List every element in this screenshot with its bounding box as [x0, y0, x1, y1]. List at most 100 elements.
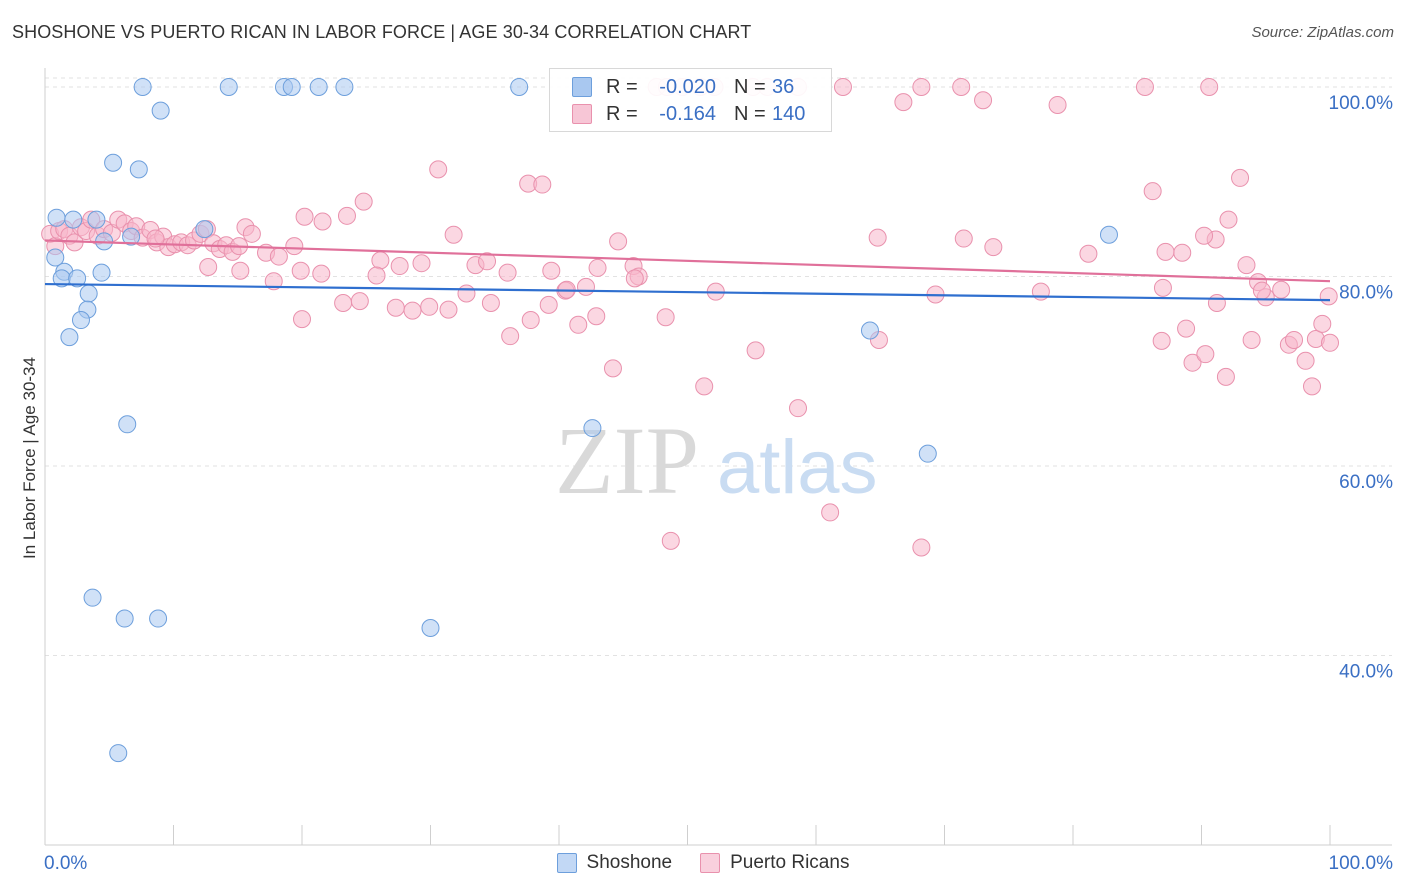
- series-shoshone: [46, 77, 1118, 763]
- point-puerto-rican: [569, 315, 588, 334]
- point-puerto-rican: [285, 237, 304, 256]
- point-puerto-rican: [868, 228, 887, 247]
- point-puerto-rican: [1048, 95, 1067, 114]
- point-puerto-rican: [371, 251, 390, 270]
- point-puerto-rican: [231, 261, 250, 280]
- point-shoshone: [860, 321, 879, 340]
- n-label: N =: [734, 75, 766, 98]
- point-puerto-rican: [974, 91, 993, 110]
- point-puerto-rican: [354, 192, 373, 211]
- n-value: 36: [772, 75, 795, 98]
- point-puerto-rican: [521, 311, 540, 330]
- trend-lines: [44, 239, 1331, 302]
- point-shoshone: [510, 77, 529, 96]
- point-shoshone: [129, 160, 148, 179]
- point-puerto-rican: [269, 247, 288, 266]
- point-puerto-rican: [1152, 331, 1171, 350]
- point-puerto-rican: [539, 295, 558, 314]
- point-shoshone: [92, 263, 111, 282]
- source-credit: Source: ZipAtlas.com: [1251, 24, 1394, 41]
- point-shoshone: [118, 415, 137, 434]
- n-value: 140: [772, 102, 806, 125]
- point-puerto-rican: [1319, 287, 1338, 306]
- point-puerto-rican: [1207, 293, 1226, 312]
- point-shoshone: [87, 210, 106, 229]
- point-puerto-rican: [386, 298, 405, 317]
- trend-line-shoshone: [44, 282, 1331, 302]
- point-shoshone: [195, 220, 214, 239]
- point-shoshone: [421, 619, 440, 638]
- point-puerto-rican: [481, 293, 500, 312]
- point-shoshone: [68, 269, 87, 288]
- point-puerto-rican: [1216, 367, 1235, 386]
- point-puerto-rican: [1272, 280, 1291, 299]
- point-puerto-rican: [390, 257, 409, 276]
- point-shoshone: [1099, 225, 1118, 244]
- point-puerto-rican: [952, 77, 971, 96]
- y-tick-label: 40.0%: [1339, 661, 1393, 682]
- point-puerto-rican: [242, 224, 261, 243]
- y-tick-label: 60.0%: [1339, 472, 1393, 493]
- point-puerto-rican: [587, 307, 606, 326]
- point-puerto-rican: [984, 238, 1003, 257]
- point-puerto-rican: [1231, 168, 1250, 187]
- point-puerto-rican: [313, 212, 332, 231]
- point-puerto-rican: [367, 266, 386, 285]
- y-tick-label: 100.0%: [1329, 93, 1394, 114]
- point-shoshone: [151, 101, 170, 120]
- point-puerto-rican: [1303, 377, 1322, 396]
- point-shoshone: [79, 284, 98, 303]
- point-puerto-rican: [661, 531, 680, 550]
- point-puerto-rican: [821, 503, 840, 522]
- point-puerto-rican: [789, 399, 808, 418]
- point-puerto-rican: [1321, 333, 1339, 352]
- point-shoshone: [47, 208, 66, 227]
- point-puerto-rican: [312, 264, 331, 283]
- point-shoshone: [219, 77, 238, 96]
- point-shoshone: [583, 419, 602, 438]
- point-puerto-rican: [1195, 226, 1214, 245]
- point-puerto-rican: [350, 292, 369, 311]
- x-tick-label-max: 100.0%: [1329, 853, 1394, 874]
- point-puerto-rican: [695, 377, 714, 396]
- point-shoshone: [60, 328, 79, 347]
- watermark-atlas: atlas: [717, 425, 878, 510]
- point-shoshone: [149, 609, 168, 628]
- legend-label-puerto-ricans: Puerto Ricans: [730, 852, 850, 873]
- point-puerto-rican: [1219, 210, 1238, 229]
- point-puerto-rican: [1285, 330, 1304, 349]
- legend-label-shoshone: Shoshone: [586, 852, 673, 873]
- r-label: R =: [606, 102, 638, 125]
- point-puerto-rican: [1153, 278, 1172, 297]
- point-puerto-rican: [625, 269, 644, 288]
- point-puerto-rican: [1135, 77, 1154, 96]
- point-puerto-rican: [894, 93, 913, 112]
- watermark: ZIP atlas: [555, 407, 878, 514]
- point-puerto-rican: [1313, 314, 1332, 333]
- point-puerto-rican: [912, 77, 931, 96]
- point-puerto-rican: [603, 359, 622, 378]
- point-puerto-rican: [444, 225, 463, 244]
- point-puerto-rican: [576, 277, 595, 296]
- point-puerto-rican: [542, 261, 561, 280]
- point-puerto-rican: [457, 284, 476, 303]
- point-shoshone: [46, 248, 65, 267]
- y-axis-title: In Labor Force | Age 30-34: [20, 357, 39, 559]
- legend-item-shoshone: Shoshone: [556, 852, 673, 874]
- legend-swatch-puerto-ricans: [700, 853, 721, 873]
- point-puerto-rican: [1173, 243, 1192, 262]
- point-puerto-rican: [656, 308, 675, 327]
- point-puerto-rican: [264, 272, 283, 291]
- stats-legend: R = -0.020 N = 36 R = -0.164 N = 140: [549, 68, 832, 132]
- x-tick-label-min: 0.0%: [44, 853, 87, 874]
- axes: [44, 68, 1392, 846]
- point-puerto-rican: [746, 341, 765, 360]
- trend-line-puerto-ricans: [44, 239, 1331, 283]
- point-puerto-rican: [1200, 77, 1219, 96]
- point-puerto-rican: [498, 263, 517, 282]
- point-puerto-rican: [1156, 242, 1175, 261]
- point-puerto-rican: [420, 297, 439, 316]
- point-puerto-rican: [412, 254, 431, 273]
- point-puerto-rican: [609, 232, 628, 251]
- point-shoshone: [122, 227, 141, 246]
